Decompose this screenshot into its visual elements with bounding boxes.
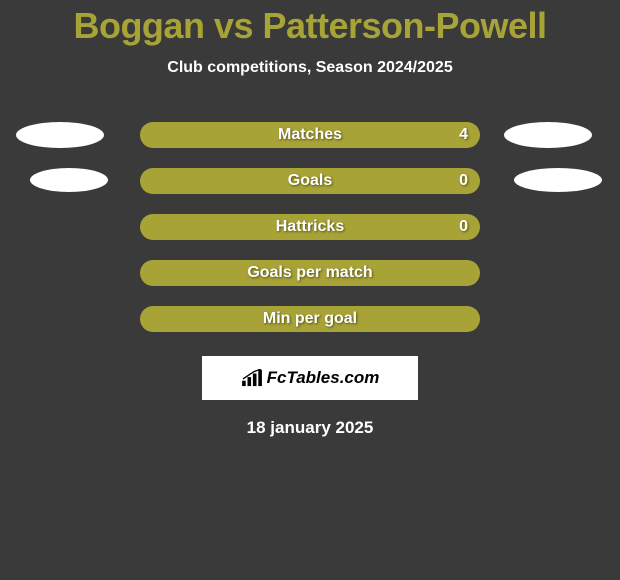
stat-value: 4 bbox=[459, 126, 468, 144]
stat-row: Goals per match bbox=[0, 250, 620, 296]
logo-text: FcTables.com bbox=[267, 368, 380, 388]
date-text: 18 january 2025 bbox=[0, 418, 620, 438]
stat-label: Matches bbox=[278, 126, 342, 144]
stat-label: Goals bbox=[288, 172, 332, 190]
logo-content: FcTables.com bbox=[241, 368, 380, 388]
comparison-infographic: Boggan vs Patterson-Powell Club competit… bbox=[0, 0, 620, 438]
stat-bar-goals-per-match: Goals per match bbox=[140, 260, 480, 286]
stat-row: Hattricks 0 bbox=[0, 204, 620, 250]
stat-row: Matches 4 bbox=[0, 112, 620, 158]
stats-area: Matches 4 Goals 0 Hattricks 0 Goals per … bbox=[0, 112, 620, 342]
stat-bar-matches: Matches 4 bbox=[140, 122, 480, 148]
stat-row: Min per goal bbox=[0, 296, 620, 342]
stat-bar-hattricks: Hattricks 0 bbox=[140, 214, 480, 240]
stat-value: 0 bbox=[459, 172, 468, 190]
subtitle: Club competitions, Season 2024/2025 bbox=[0, 59, 620, 77]
stat-label: Min per goal bbox=[263, 310, 357, 328]
stat-bar-goals: Goals 0 bbox=[140, 168, 480, 194]
stat-row: Goals 0 bbox=[0, 158, 620, 204]
chart-icon bbox=[241, 369, 263, 387]
stat-bar-min-per-goal: Min per goal bbox=[140, 306, 480, 332]
stat-value: 0 bbox=[459, 218, 468, 236]
page-title: Boggan vs Patterson-Powell bbox=[0, 5, 620, 47]
stat-label: Goals per match bbox=[247, 264, 372, 282]
logo-box: FcTables.com bbox=[202, 356, 418, 400]
stat-label: Hattricks bbox=[276, 218, 344, 236]
